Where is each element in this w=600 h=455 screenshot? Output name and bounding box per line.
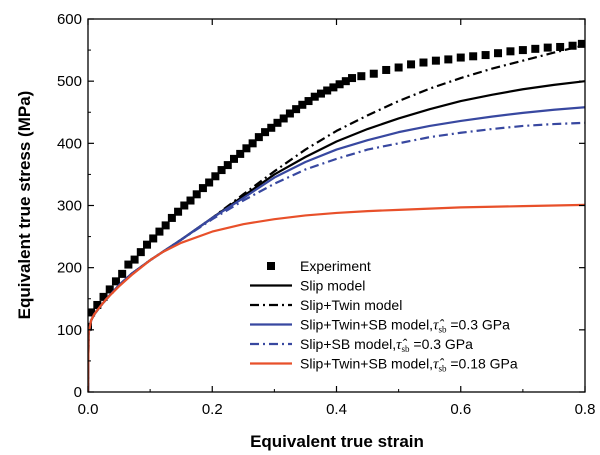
experiment-point	[531, 44, 540, 53]
experiment-point	[118, 269, 127, 278]
experiment-point	[369, 69, 378, 78]
experiment-point	[323, 86, 332, 95]
experiment-point	[304, 97, 313, 106]
x-tick-label: 0.6	[450, 401, 471, 418]
experiment-point	[174, 207, 183, 216]
x-tick-label: 0.0	[78, 401, 99, 418]
experiment-point	[456, 53, 465, 62]
x-tick-label: 0.2	[202, 401, 223, 418]
experiment-point	[444, 55, 453, 64]
experiment-point	[298, 100, 307, 109]
experiment-point	[186, 196, 195, 205]
legend-label-1: Slip model	[300, 278, 365, 294]
experiment-point	[205, 178, 214, 187]
legend-label-5: Slip+Twin+SB model,τ̂sb =0.18 GPa	[300, 356, 518, 374]
experiment-point	[155, 227, 164, 236]
experiment-point	[111, 277, 120, 286]
y-tick-label: 200	[57, 260, 82, 277]
experiment-point	[419, 58, 428, 67]
experiment-point	[577, 39, 585, 48]
y-tick-label: 600	[57, 11, 82, 28]
experiment-point	[568, 41, 577, 50]
experiment-point	[161, 221, 170, 230]
experiment-point	[167, 213, 176, 222]
experiment-point	[341, 77, 350, 86]
legend-label-0: Experiment	[300, 258, 371, 274]
series-line-5	[88, 203, 585, 392]
experiment-point	[248, 139, 257, 148]
experiment-point	[543, 43, 552, 52]
x-tick-label: 0.8	[575, 401, 596, 418]
axes: 0.0 0.2 0.4 0.6 0.8 0 100 200 300 400 500 600	[57, 11, 595, 418]
y-tick-label: 100	[57, 322, 82, 339]
experiment-point	[279, 114, 288, 123]
experiment-point	[180, 201, 189, 210]
x-tick-label: 0.4	[326, 401, 347, 418]
experiment-point	[518, 46, 527, 55]
y-tick-label: 0	[74, 384, 82, 401]
experiment-point	[348, 74, 357, 83]
experiment-point	[506, 47, 515, 56]
experiment-point	[556, 42, 565, 51]
experiment-point	[407, 60, 416, 69]
experiment-point	[211, 172, 220, 181]
experiment-point	[130, 255, 139, 264]
series-line-2	[88, 44, 585, 392]
experiment-point	[192, 190, 201, 199]
legend-marker-experiment	[267, 262, 275, 270]
experiment-point	[394, 63, 403, 72]
experiment-point	[136, 248, 145, 257]
legend-label-3: Slip+Twin+SB model,τ̂sb =0.3 GPa	[300, 317, 510, 335]
legend-label-2: Slip+Twin model	[300, 297, 402, 313]
experiment-point	[88, 308, 96, 317]
experiment-point	[267, 123, 276, 132]
experiment-point	[261, 128, 270, 137]
experiment-point	[273, 118, 282, 127]
experiment-point	[481, 51, 490, 60]
experiment-point	[149, 234, 158, 243]
experiment-point	[223, 161, 232, 170]
y-tick-label: 300	[57, 198, 82, 215]
experiment-point	[198, 184, 207, 193]
experiment-point	[316, 89, 325, 98]
experiment-point	[310, 92, 319, 101]
y-tick-label: 500	[57, 73, 82, 90]
experiment-point	[494, 49, 503, 58]
legend: Experiment Slip model Slip+Twin model Slip+…	[250, 258, 518, 374]
experiment-point	[124, 260, 133, 269]
y-axis-title: Equivalent true stress (MPa)	[15, 91, 34, 320]
experiment-point	[105, 285, 114, 294]
experiment-point	[217, 166, 226, 175]
experiment-point	[93, 300, 102, 309]
experiment-point	[143, 240, 152, 249]
experiment-point	[254, 133, 263, 142]
experiment-point	[382, 65, 391, 74]
experiment-point	[242, 144, 251, 153]
experiment-point	[292, 105, 301, 114]
legend-label-4: Slip+SB model,τ̂sb =0.3 GPa	[300, 336, 473, 354]
experiment-point	[469, 52, 478, 61]
experiment-point	[99, 292, 108, 301]
y-tick-label: 400	[57, 135, 82, 152]
experiment-point	[431, 56, 440, 65]
experiment-point	[285, 109, 294, 118]
experiment-point	[357, 72, 366, 81]
experiment-point	[335, 80, 344, 89]
experiment-point	[236, 149, 245, 158]
experiment-point	[329, 83, 338, 92]
experiment-point	[229, 154, 238, 163]
plot-area	[88, 39, 585, 392]
x-axis-title: Equivalent true strain	[250, 432, 424, 451]
series-line-4	[88, 121, 585, 392]
